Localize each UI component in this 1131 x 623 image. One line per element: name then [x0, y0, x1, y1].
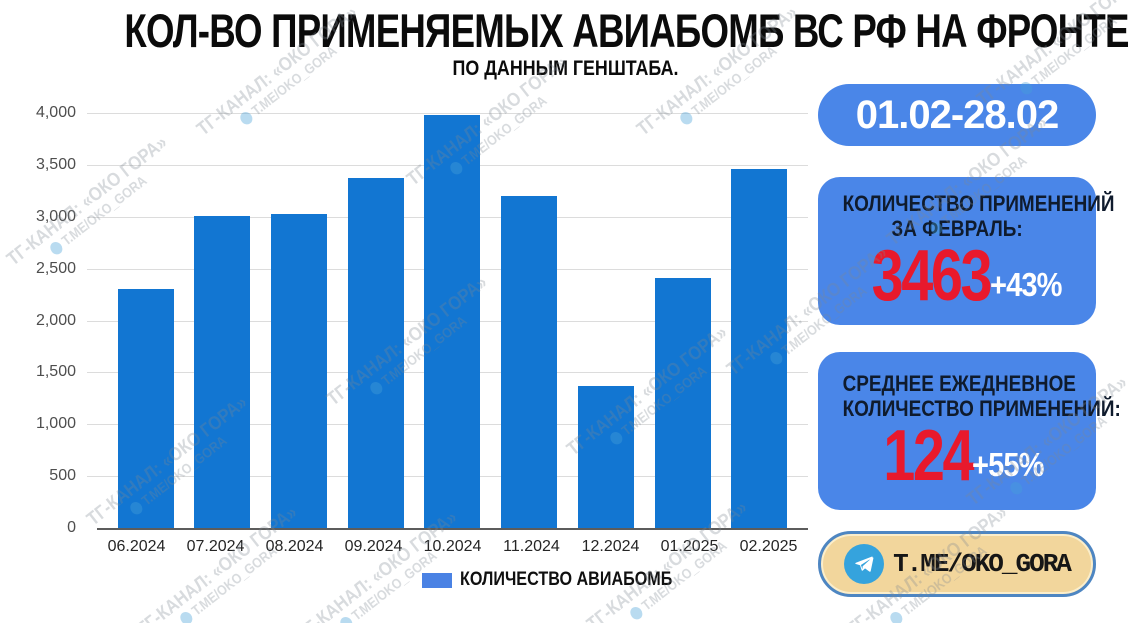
y-axis: 4,000 3,500 3,000 2,500 2,000 1,500 1,00… [0, 104, 86, 536]
x-tick-label: 02.2025 [739, 538, 798, 555]
chart-legend: КОЛИЧЕСТВО АВИАБОМБ [422, 569, 710, 591]
y-tick-label: 1,500 [35, 363, 76, 381]
legend-swatch-icon [422, 572, 452, 588]
stat-title-line: КОЛИЧЕСТВО ПРИМЕНЕНИЙ [842, 191, 1115, 216]
bar-11-2024 [501, 196, 558, 528]
bar-06-2024 [117, 289, 174, 528]
stat-value: 124 [882, 416, 974, 497]
page-subtitle: ПО ДАННЫМ ГЕНШТАБА. [452, 57, 679, 81]
bar-chart: 4,000 3,500 3,000 2,500 2,000 1,500 1,00… [0, 95, 815, 605]
y-tick-label: 4,000 [35, 104, 76, 121]
telegram-watermark-icon [177, 609, 195, 623]
bar-07-2024 [194, 215, 251, 528]
telegram-watermark-icon [627, 604, 645, 622]
y-tick-label: 2,500 [35, 259, 76, 277]
bar-12-2024 [577, 385, 634, 528]
stat-title-line: СРЕДНЕЕ ЕЖЕДНЕВНОЕ [842, 371, 1076, 396]
stat-value: 3463 [871, 236, 993, 317]
legend-label: КОЛИЧЕСТВО АВИАБОМБ [460, 569, 673, 590]
stat-box-daily-average: СРЕДНЕЕ ЕЖЕДНЕВНОЕ КОЛИЧЕСТВО ПРИМЕНЕНИЙ… [818, 352, 1121, 510]
y-tick-label: 3,500 [35, 155, 76, 173]
telegram-icon [844, 544, 885, 584]
stat-delta-badge: +43% [990, 266, 1062, 304]
y-tick-label: 2,000 [35, 311, 76, 329]
stat-delta-badge: +55% [971, 446, 1044, 484]
x-tick-label: 01.2025 [660, 538, 719, 555]
bar-08-2024 [271, 213, 328, 528]
y-tick-label: 3,000 [35, 207, 76, 225]
info-panel: 01.02-28.02 КОЛИЧЕСТВО ПРИМЕНЕНИЙ ЗА ФЕВ… [818, 84, 1121, 597]
telegram-watermark-icon [337, 614, 355, 623]
x-tick-label: 08.2024 [265, 538, 324, 555]
bar-09-2024 [347, 178, 404, 528]
telegram-channel-badge[interactable]: T.ME/OKO_GORA [818, 531, 1096, 597]
gridline [87, 113, 808, 114]
x-tick-label: 07.2024 [186, 538, 245, 555]
x-tick-label: 11.2024 [503, 538, 560, 555]
date-range-badge: 01.02-28.02 [818, 84, 1096, 146]
stat-title-line: ЗА ФЕВРАЛЬ: [891, 215, 1023, 241]
x-axis: 06.2024 07.2024 08.2024 09.2024 10.2024 … [97, 538, 808, 556]
stat-value-row: 124 +55% [824, 416, 1090, 497]
stat-box-february-total: КОЛИЧЕСТВО ПРИМЕНЕНИЙ ЗА ФЕВРАЛЬ: 3463 +… [818, 177, 1115, 325]
bar-01-2025 [654, 277, 711, 528]
page-title: КОЛ-ВО ПРИМЕНЯЕМЫХ АВИАБОМБ ВС РФ НА ФРО… [124, 4, 1131, 57]
header: КОЛ-ВО ПРИМЕНЯЕМЫХ АВИАБОМБ ВС РФ НА ФРО… [0, 6, 1131, 81]
x-tick-label: 06.2024 [107, 538, 166, 555]
y-tick-label: 0 [67, 519, 76, 536]
telegram-watermark-icon [887, 609, 905, 623]
bar-02-2025 [731, 168, 788, 528]
bar-10-2024 [424, 115, 481, 528]
x-tick-label: 12.2024 [581, 538, 640, 555]
x-tick-label: 09.2024 [344, 538, 403, 555]
x-tick-label: 10.2024 [423, 538, 482, 555]
date-range-text: 01.02-28.02 [855, 92, 1060, 137]
plot-area [87, 113, 808, 530]
telegram-handle: T.ME/OKO_GORA [893, 549, 1072, 579]
y-tick-label: 1,000 [35, 415, 76, 433]
stat-value-row: 3463 +43% [824, 236, 1090, 317]
stat-title-line: КОЛИЧЕСТВО ПРИМЕНЕНИЙ: [842, 395, 1121, 421]
y-tick-label: 500 [49, 467, 76, 485]
bars-group [97, 113, 808, 528]
